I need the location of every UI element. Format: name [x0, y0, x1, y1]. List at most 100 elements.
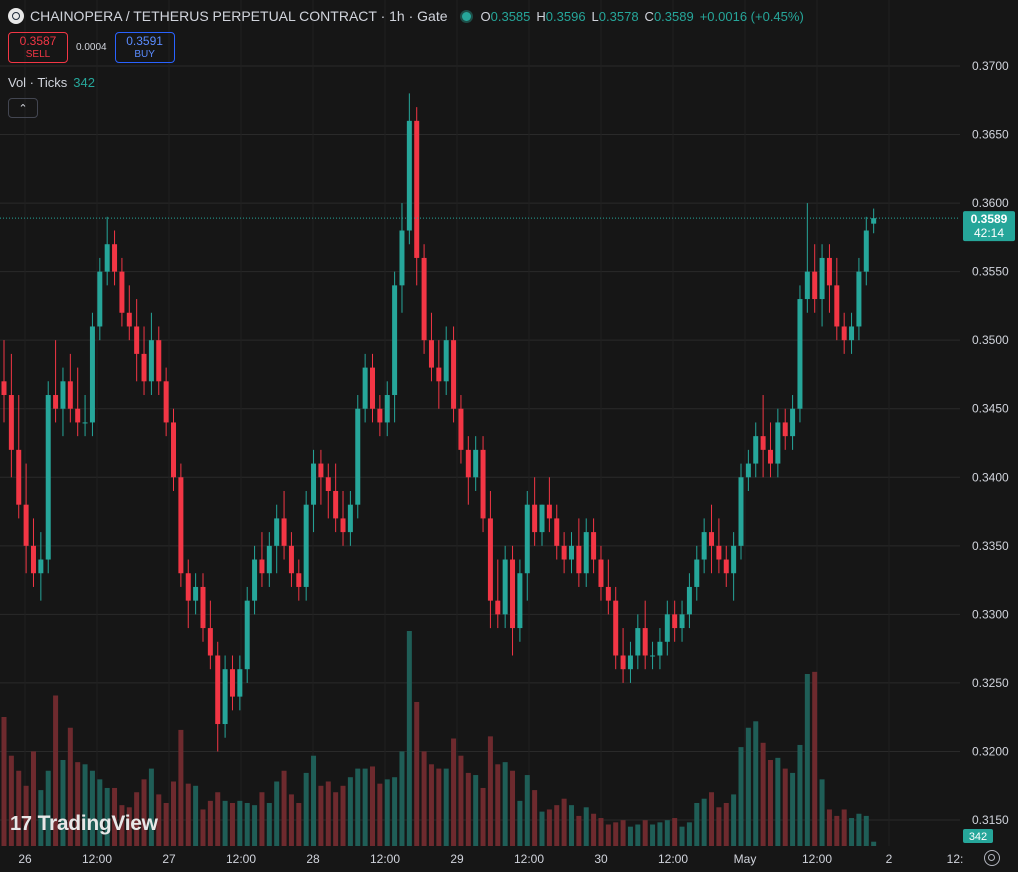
candle-body [38, 559, 44, 574]
candle-body [849, 326, 855, 341]
candle-body [731, 545, 737, 574]
candle-body [296, 573, 302, 587]
volume-bar [605, 824, 611, 846]
volume-bar [392, 777, 398, 846]
volume-bar [207, 800, 213, 846]
candle-body [112, 244, 118, 272]
volume-bar [510, 770, 516, 846]
chevron-up-icon: ⌃ [18, 102, 28, 115]
candle-body [797, 299, 803, 409]
candle-body [686, 586, 692, 615]
candle-body [67, 381, 73, 409]
volume-bar [465, 772, 471, 846]
candlestick-chart[interactable] [0, 0, 960, 846]
trade-panel: 0.3587 SELL 0.0004 0.3591 BUY [8, 32, 175, 63]
volume-bar [296, 803, 302, 846]
open-value: 0.3585 [490, 8, 531, 24]
candle-body [274, 518, 280, 546]
market-status-icon[interactable] [461, 11, 471, 21]
volume-bar [487, 736, 493, 846]
volume-bar [119, 805, 125, 846]
volume-bar [75, 762, 81, 846]
volume-bar [237, 800, 243, 846]
sell-price: 0.3587 [19, 33, 57, 48]
volume-bar [620, 820, 626, 846]
candle-body [259, 559, 265, 574]
change-value: +0.0016 (+0.45%) [699, 8, 804, 24]
volume-bar [311, 755, 317, 846]
volume-bar [812, 671, 818, 846]
candle-body [428, 340, 434, 368]
price-tick-label: 0.3300 [972, 607, 1009, 621]
buy-button[interactable]: 0.3591 BUY [114, 32, 175, 63]
volume-bar [583, 807, 589, 846]
candle-body [568, 545, 574, 560]
candle-body [443, 340, 449, 382]
candle-body [384, 395, 390, 423]
volume-bar [185, 783, 191, 846]
candles [1, 93, 877, 752]
candle-body [134, 326, 140, 354]
candle-body [185, 573, 191, 601]
volume-bar [274, 781, 280, 846]
candle-body [598, 559, 604, 587]
candle-body [325, 477, 331, 491]
time-axis[interactable]: 26 12:00 27 12:00 28 12:00 29 12:00 30 12:00 May 12… [0, 846, 1018, 872]
time-tick-label: 12:00 [658, 852, 688, 866]
price-axis[interactable]: 0.3700 0.3650 0.3600 0.3550 0.3500 0.3450 0.34… [960, 0, 1018, 846]
time-tick-label: 12:00 [514, 852, 544, 866]
volume-bar [745, 727, 751, 846]
candle-body [333, 490, 339, 519]
volume-bar [347, 777, 353, 846]
sell-button[interactable]: 0.3587 SELL [8, 32, 68, 63]
candle-body [576, 545, 582, 574]
volume-bar [112, 787, 118, 846]
volume-bar [414, 701, 420, 846]
volume-bar [738, 747, 744, 846]
volume-bar [775, 757, 781, 846]
candle-body [392, 285, 398, 396]
volume-bar [252, 805, 258, 846]
candle-body [303, 504, 309, 587]
candle-body [229, 669, 235, 697]
candle-body [8, 395, 14, 450]
time-tick-label: 12:00 [802, 852, 832, 866]
volume-bar [797, 744, 803, 846]
candle-body [701, 532, 707, 560]
volume-bar [635, 824, 641, 846]
volume-bar [362, 768, 368, 846]
gear-icon[interactable] [984, 850, 1000, 866]
volume-bar [45, 770, 51, 846]
volume-bar [303, 772, 309, 846]
candle-body [207, 628, 213, 656]
volume-bar [568, 805, 574, 846]
volume-legend[interactable]: Vol · Ticks 342 [8, 75, 95, 90]
volume-bar [436, 768, 442, 846]
symbol-title[interactable]: CHAINOPERA / TETHERUS PERPETUAL CONTRACT… [30, 8, 448, 24]
candle-body [502, 559, 508, 615]
candle-body [826, 257, 832, 286]
volume-badge: 342 [963, 829, 993, 843]
candle-body [362, 367, 368, 409]
volume-bar [834, 815, 840, 846]
volume-bar [67, 727, 73, 846]
candle-body [16, 449, 22, 505]
volume-badge-label: 342 [969, 831, 987, 843]
candle-body [856, 271, 862, 327]
volume-bar [141, 779, 147, 846]
candle-body [347, 504, 353, 533]
volume-bar [716, 807, 722, 846]
volume-bar [672, 818, 678, 846]
candle-body [377, 408, 383, 423]
time-tick-label: 27 [162, 852, 176, 866]
last-price-tag: 0.3589 42:14 [963, 211, 1015, 242]
volume-bar [841, 809, 847, 846]
price-tick-label: 0.3650 [972, 128, 1009, 142]
candle-body [819, 257, 825, 300]
candle-body [834, 285, 840, 327]
volume-bar [826, 809, 832, 846]
volume-bar [561, 798, 567, 846]
volume-bar [591, 813, 597, 846]
collapse-button[interactable]: ⌃ [8, 98, 38, 118]
candle-body [163, 381, 169, 423]
